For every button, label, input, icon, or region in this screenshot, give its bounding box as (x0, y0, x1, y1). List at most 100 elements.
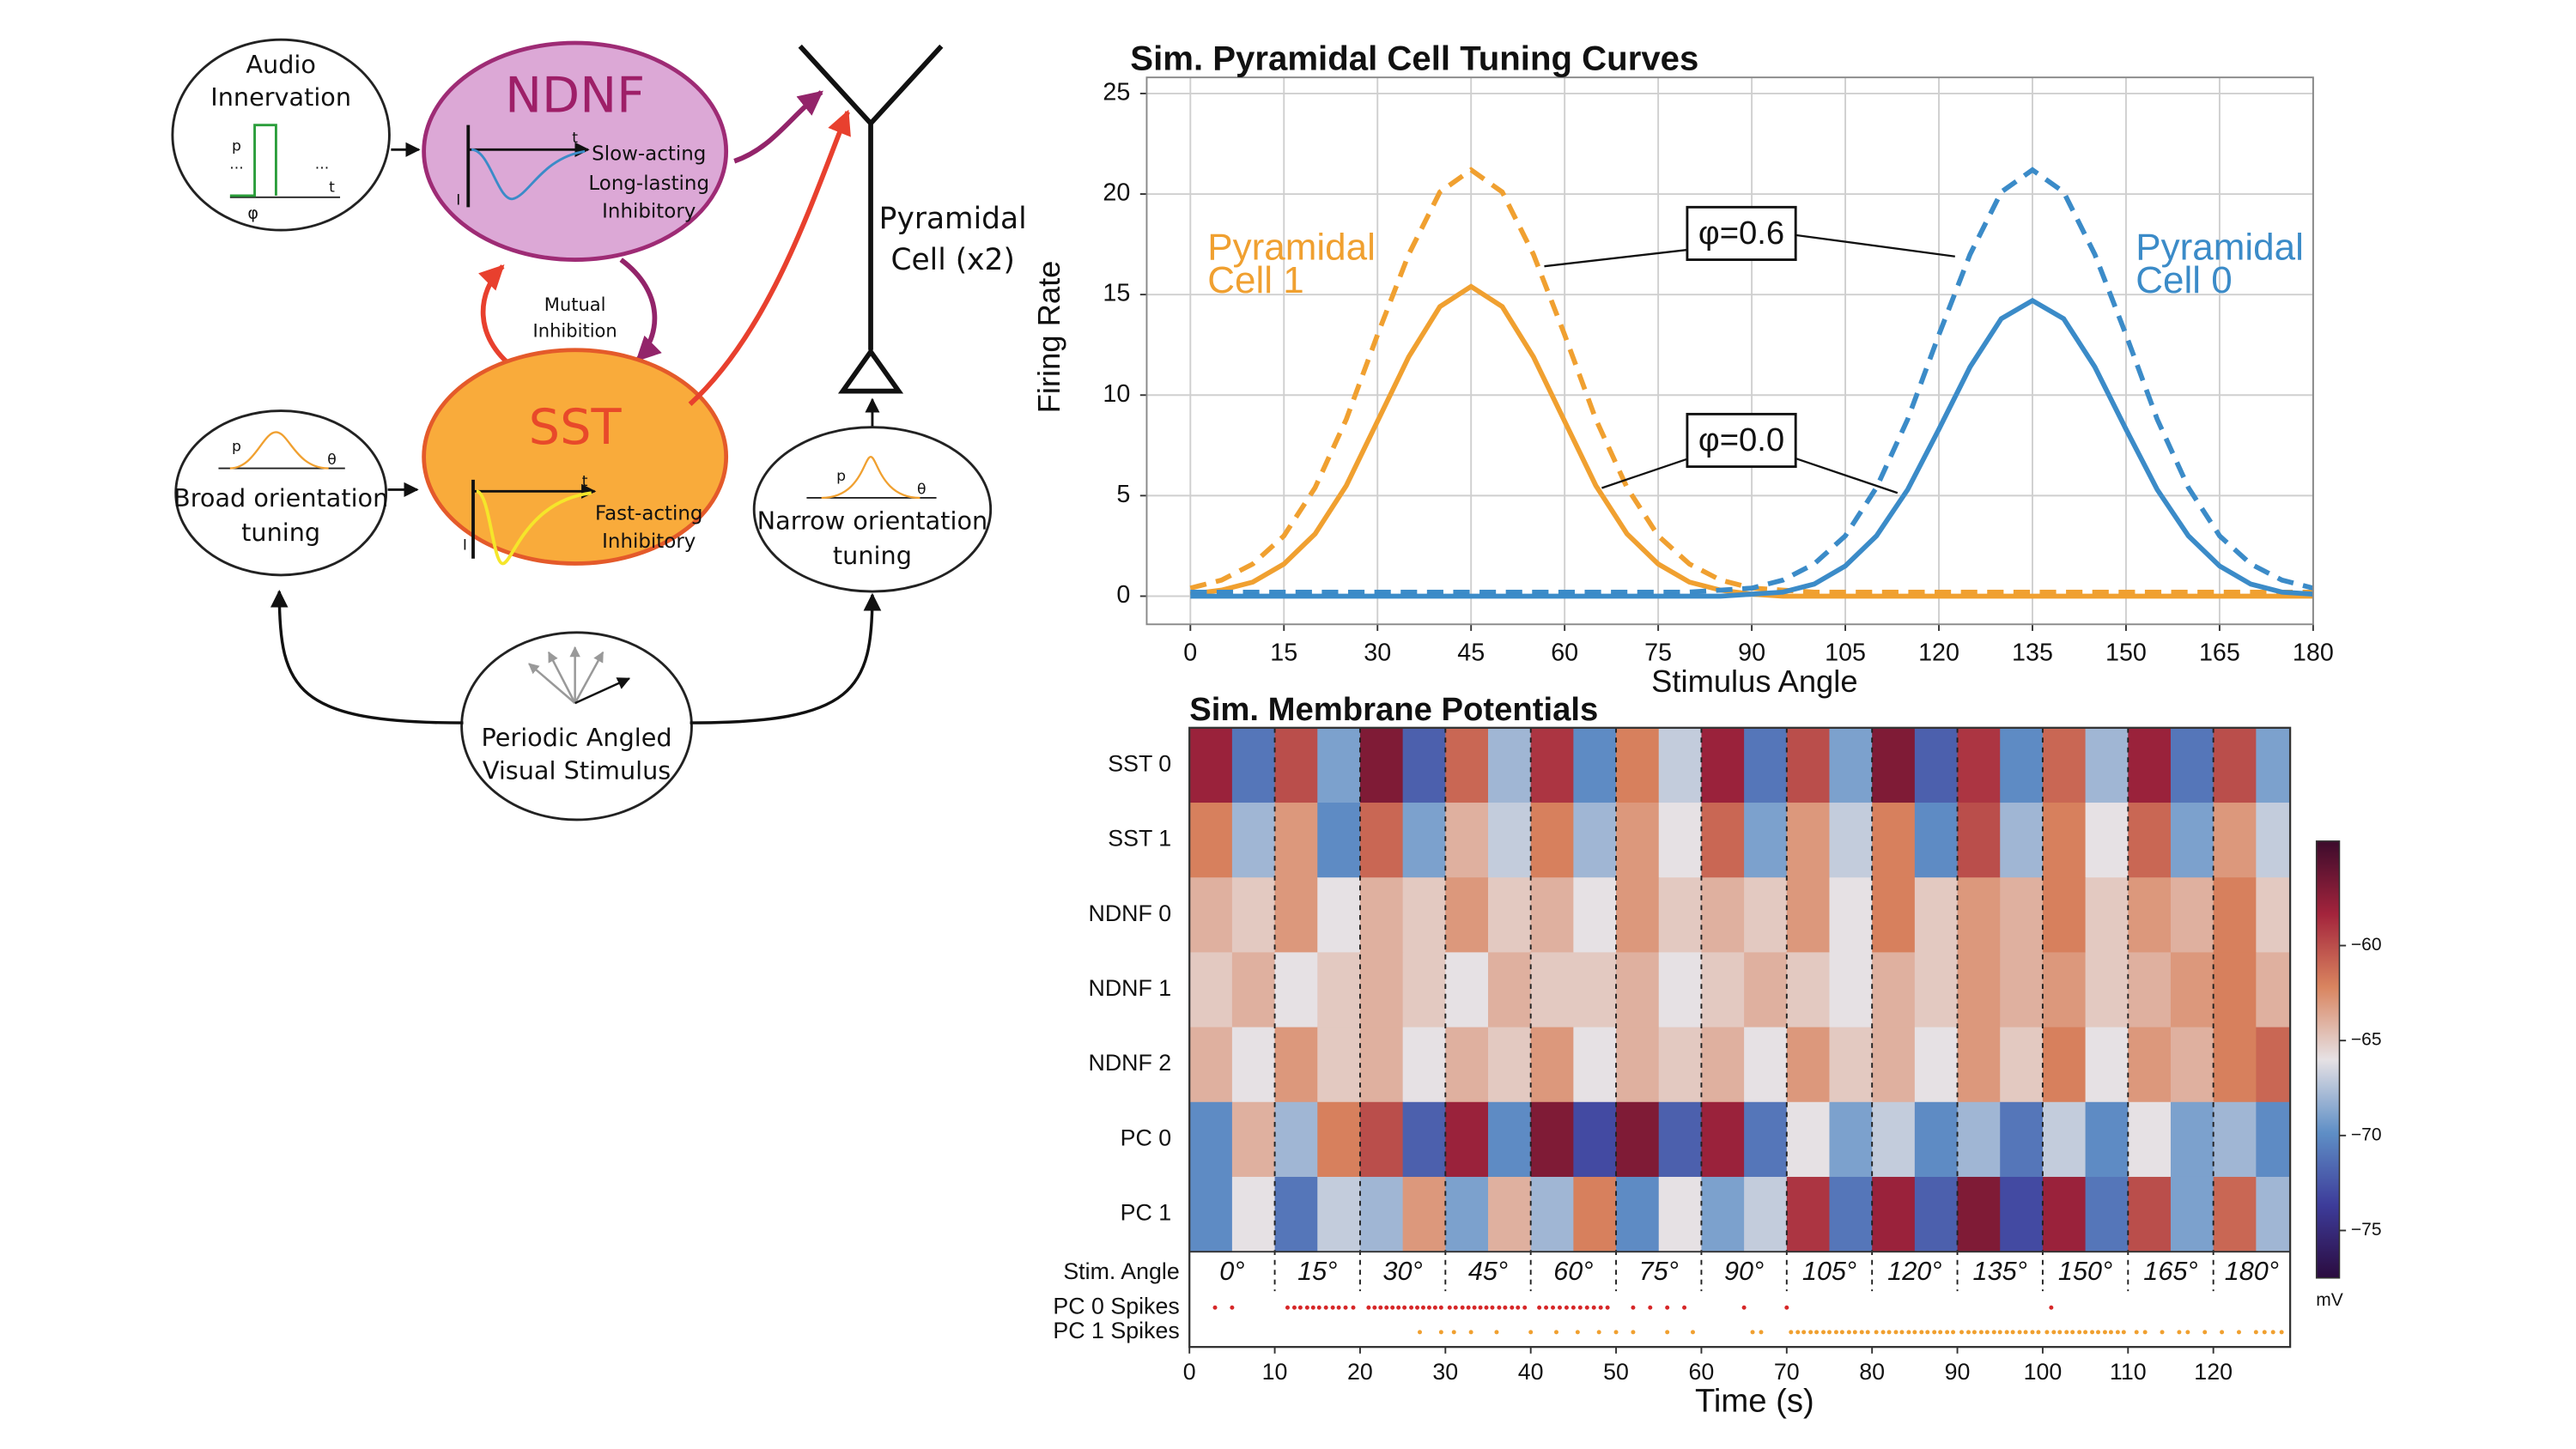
stim-angle-label: 165° (2143, 1257, 2197, 1286)
spike (1418, 1330, 1422, 1335)
spike (2083, 1330, 2088, 1335)
spike (1466, 1305, 1471, 1310)
spike (2044, 1330, 2050, 1335)
heatmap-cell (1829, 727, 1873, 803)
spike (1490, 1305, 1495, 1310)
heatmap-cell (1274, 1176, 1319, 1252)
spike (2160, 1330, 2165, 1335)
heatmap-cell (1701, 952, 1745, 1028)
spike (1554, 1330, 1558, 1335)
x-tick-label: 60 (1689, 1359, 1715, 1385)
spike (1789, 1330, 1794, 1335)
spike (2077, 1330, 2082, 1335)
heatmap-cell (1658, 727, 1703, 803)
spike (1212, 1305, 1218, 1310)
heatmap-cell (1274, 1101, 1319, 1178)
row-label: Stim. Angle (1063, 1258, 1179, 1284)
node-label: Cell (x2) (890, 243, 1014, 277)
spike (1372, 1305, 1377, 1310)
spike (1285, 1305, 1290, 1310)
spike (1384, 1305, 1389, 1310)
stim-angle-label: 135° (1973, 1257, 2027, 1286)
heatmap-cell (1359, 877, 1404, 954)
heatmap-cell (2042, 1176, 2087, 1252)
heatmap-cell (1957, 1101, 2001, 1178)
heatmap-cell (1231, 803, 1276, 878)
spike (1378, 1305, 1383, 1310)
spike (1551, 1305, 1556, 1310)
heatmap-cell (1530, 877, 1575, 954)
spike (1852, 1330, 1857, 1335)
heatmap-cell (2042, 877, 2087, 954)
heatmap-cell (1359, 727, 1404, 803)
heatmap-cell (1359, 1027, 1404, 1103)
curve-label: Cell 0 (2136, 259, 2233, 301)
spike (1631, 1305, 1636, 1310)
x-tick-label: 105 (1825, 639, 1866, 666)
node-description: Fast-acting (595, 503, 703, 525)
spike (1297, 1305, 1303, 1310)
spike (1230, 1305, 1235, 1310)
heatmap-cell (2170, 1101, 2215, 1178)
heatmap-cell (1445, 803, 1489, 878)
heatmap-cell (1914, 877, 1959, 954)
heatmap-cell (1701, 1101, 1745, 1178)
curve-label: Pyramidal (1207, 227, 1376, 269)
spike (1310, 1305, 1315, 1310)
spike (1648, 1305, 1653, 1310)
heatmap-cell (2213, 952, 2257, 1028)
arrow (688, 109, 851, 407)
annotation-leader (1601, 457, 1690, 489)
heatmap-cell (1658, 1027, 1703, 1103)
spike (1503, 1305, 1508, 1310)
heatmap-cell (2256, 1176, 2291, 1252)
spike (1978, 1330, 1984, 1335)
heatmap-cell (1786, 1101, 1831, 1178)
heatmap-cell (2085, 1176, 2129, 1252)
spike (1366, 1305, 1371, 1310)
spike (1839, 1330, 1844, 1335)
x-tick-label: 45 (1457, 639, 1485, 666)
tuning-curve (821, 455, 920, 500)
heatmap-cell (1189, 877, 1233, 954)
broad-node (174, 409, 388, 577)
node-label: Pyramidal (879, 202, 1027, 236)
heatmap-cell (1616, 1101, 1660, 1178)
x-tick-label: 150 (2105, 639, 2147, 666)
stim-angle-label: 30° (1382, 1257, 1422, 1286)
spike (1814, 1330, 1820, 1335)
spike (1959, 1330, 1965, 1335)
heatmap-cell (1274, 727, 1319, 803)
spike (1451, 1330, 1456, 1335)
heatmap-cell (1488, 952, 1532, 1028)
heatmap-cell (2170, 803, 2215, 878)
node-label: Narrow orientation (757, 506, 988, 536)
node-description: Inhibitory (602, 201, 696, 223)
spike (1557, 1305, 1562, 1310)
spike (1564, 1305, 1569, 1310)
stim-angle-label: 60° (1553, 1257, 1593, 1286)
node-description: Long-lasting (588, 173, 709, 195)
stim-angle-label: 15° (1297, 1257, 1337, 1286)
node-description: Slow-acting (592, 143, 706, 166)
arrow (270, 589, 464, 724)
spike (1575, 1330, 1580, 1335)
heatmap-cell (2128, 952, 2172, 1028)
x-tick-label: 30 (1364, 639, 1391, 666)
heatmap-cell (1231, 727, 1276, 803)
x-tick-label: 80 (1859, 1359, 1885, 1385)
heatmap-cell (1786, 803, 1831, 878)
heatmap-cell (2256, 877, 2291, 954)
spike (1584, 1305, 1589, 1310)
y-tick-label: 15 (1103, 280, 1130, 307)
heatmap-cell (2170, 952, 2215, 1028)
annotation-leader (1544, 248, 1688, 268)
colorbar-tick-label: −60 (2351, 935, 2382, 955)
spike (1631, 1330, 1636, 1335)
stim-angle-label: 120° (1887, 1257, 1941, 1286)
spike (2177, 1330, 2182, 1335)
spike (1893, 1330, 1899, 1335)
spike (2262, 1330, 2267, 1335)
spike (1447, 1305, 1452, 1310)
row-label: PC 0 (1121, 1125, 1172, 1150)
